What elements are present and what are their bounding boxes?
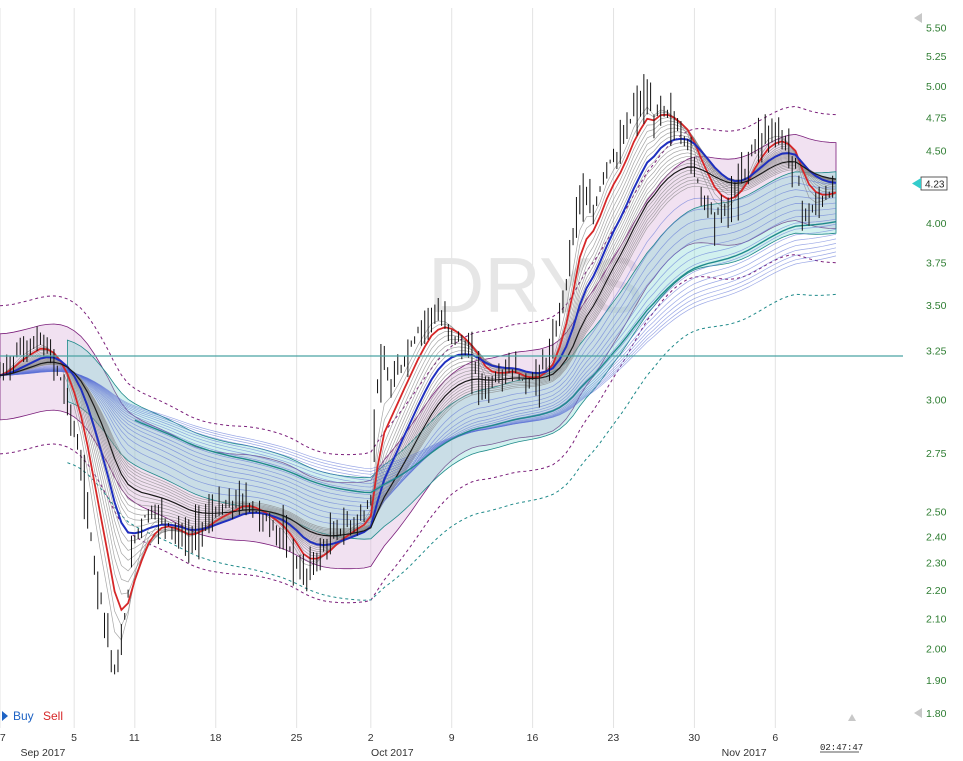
y-tick-label: 4.00 <box>926 218 947 230</box>
ribbon-ma-line <box>0 131 837 551</box>
y-tick-label: 2.10 <box>926 613 947 625</box>
ribbon-slow-ma-line <box>0 233 837 485</box>
chart-legend: Buy Sell <box>2 709 63 723</box>
y-tick-label: 5.50 <box>926 22 947 34</box>
ribbon-slow-ma-line <box>0 228 837 488</box>
ribbon-slow-ma-line <box>0 243 837 478</box>
x-tick-label: 6 <box>772 732 778 744</box>
y-tick-label: 4.75 <box>926 112 947 124</box>
x-period-label: Sep 2017 <box>20 747 65 759</box>
x-tick-label: 23 <box>608 732 620 744</box>
ribbon-ma-line <box>0 159 837 538</box>
x-tick-label: 2 <box>368 732 374 744</box>
y-tick-label: 5.25 <box>926 51 947 63</box>
y-tick-label: 1.80 <box>926 708 947 720</box>
x-tick-label: 5 <box>71 732 77 744</box>
symbol-watermark: DRYS <box>428 241 643 329</box>
y-tick-label: 3.00 <box>926 394 947 406</box>
x-tick-label: 9 <box>449 732 455 744</box>
buy-label: Buy <box>13 709 34 723</box>
ribbon-ma-line <box>0 158 837 539</box>
ribbon-slow-ma-line <box>0 251 837 472</box>
price-candles <box>0 74 834 675</box>
x-tick-label: 16 <box>527 732 539 744</box>
x-period-label: Oct 2017 <box>371 747 414 759</box>
ribbon-slow-ma-line <box>0 247 837 475</box>
y-tick-label: 3.50 <box>926 300 947 312</box>
x-tick-label: 11 <box>129 732 140 744</box>
y-tick-label: 2.50 <box>926 506 947 518</box>
blue-moving-average <box>0 137 837 547</box>
y-tick-label: 1.90 <box>926 675 947 687</box>
ribbon-ma-line <box>0 127 837 561</box>
x-period-label: Nov 2017 <box>722 747 767 759</box>
ribbon-ma-line <box>0 155 837 540</box>
ribbon-ma-line <box>0 166 837 532</box>
teal-moving-average <box>134 221 837 494</box>
y-tick-label: 3.75 <box>926 257 947 269</box>
ribbon-slow-ma-line <box>0 208 837 503</box>
x-tick-label: 25 <box>291 732 303 744</box>
current-price-label: 4.23 <box>925 180 945 191</box>
resize-corner-icon[interactable] <box>848 714 856 721</box>
buy-arrow-icon <box>2 711 8 721</box>
y-tick-label: 2.30 <box>926 558 947 570</box>
y-tick-label: 2.00 <box>926 643 947 655</box>
y-tick-label: 4.50 <box>926 145 947 157</box>
y-tick-label: 5.00 <box>926 81 947 93</box>
y-tick-label: 2.75 <box>926 448 947 460</box>
teal-envelope-line <box>67 293 837 601</box>
x-tick-label: 17 <box>0 732 6 744</box>
ribbon-ma-line <box>0 162 837 536</box>
moving-averages <box>0 113 837 612</box>
ribbon-slow-ma-line <box>0 255 837 470</box>
grid-lines <box>0 8 776 728</box>
ribbon-ma-line <box>0 148 837 542</box>
ribbon-ma-line <box>0 145 837 543</box>
y-tick-label: 2.20 <box>926 585 947 597</box>
ribbon-ma-line <box>0 169 837 530</box>
clock-text: 02:47:47 <box>820 743 863 753</box>
scroll-down-arrow-icon[interactable] <box>914 708 922 718</box>
ribbon-ma-line <box>0 165 837 533</box>
sell-label: Sell <box>43 709 63 723</box>
y-tick-label: 3.25 <box>926 345 947 357</box>
clock: 02:47:47 <box>820 743 863 753</box>
ribbon-slow-ma-line <box>0 213 837 499</box>
x-tick-label: 18 <box>210 732 222 744</box>
x-tick-label: 30 <box>688 732 700 744</box>
price-tag: 4.23 <box>912 176 948 191</box>
ribbon-ma-line <box>0 134 837 547</box>
ribbon-ma-line <box>0 163 837 534</box>
y-tick-label: 2.40 <box>926 531 947 543</box>
y-axis: 5.505.255.004.754.504.254.003.753.503.25… <box>926 22 947 720</box>
ribbon-ma-line <box>0 152 837 541</box>
x-axis: 17 5 11 18 25 2 9 16 23 30 6 Sep 2017 Oct 2017 Nov 20… <box>0 732 778 759</box>
black-moving-average <box>0 160 837 537</box>
ribbon-ma-line <box>0 167 837 531</box>
scroll-up-arrow-icon[interactable] <box>914 13 922 23</box>
ribbon-slow-ma-line <box>0 238 837 481</box>
